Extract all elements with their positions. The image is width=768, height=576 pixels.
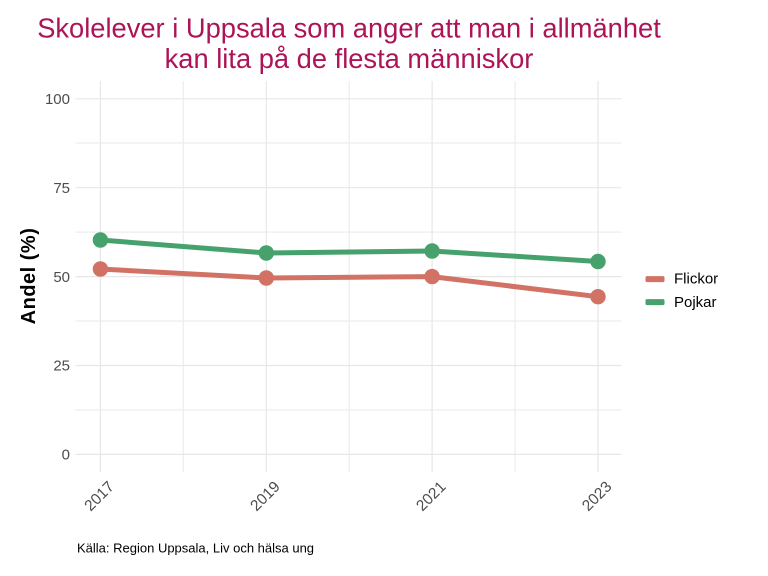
svg-text:75: 75 xyxy=(53,180,70,197)
svg-text:Skolelever i Uppsala som anger: Skolelever i Uppsala som anger att man i… xyxy=(37,12,661,43)
svg-text:2023: 2023 xyxy=(579,478,615,514)
svg-text:Pojkar: Pojkar xyxy=(674,294,717,311)
svg-text:50: 50 xyxy=(53,269,70,286)
svg-text:25: 25 xyxy=(53,358,70,375)
svg-text:Källa: Region Uppsala, Liv och: Källa: Region Uppsala, Liv och hälsa ung xyxy=(77,541,314,556)
svg-text:kan lita på de flesta människo: kan lita på de flesta människor xyxy=(165,43,534,74)
svg-text:2017: 2017 xyxy=(81,478,117,514)
svg-text:100: 100 xyxy=(45,91,70,108)
svg-text:2021: 2021 xyxy=(413,478,449,514)
svg-text:Andel (%): Andel (%) xyxy=(18,228,40,325)
svg-text:0: 0 xyxy=(62,447,70,464)
svg-text:2019: 2019 xyxy=(247,478,283,514)
svg-text:Flickor: Flickor xyxy=(674,270,718,287)
